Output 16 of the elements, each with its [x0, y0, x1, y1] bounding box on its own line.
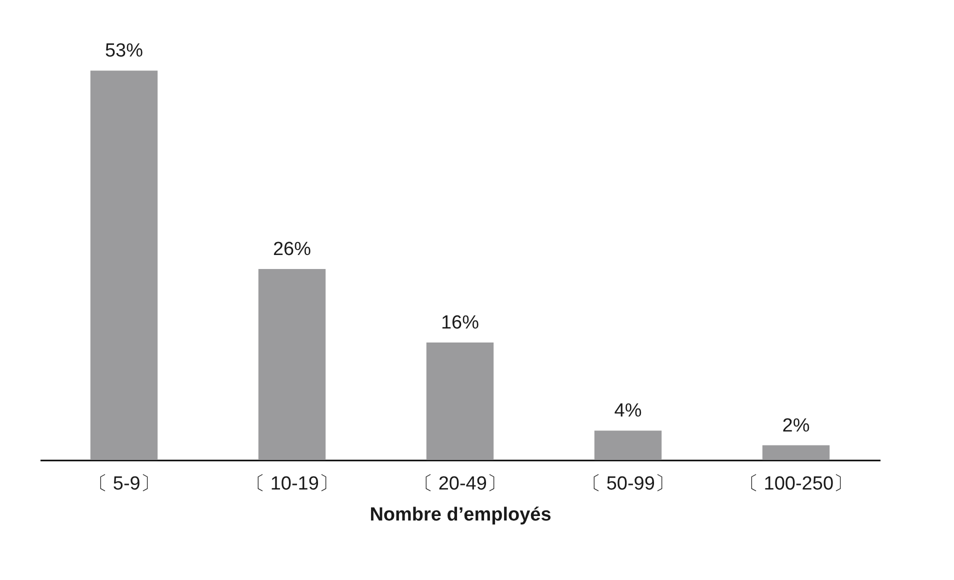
x-tick-label: 〔 50-99〕: [582, 474, 674, 494]
x-tick-label: 〔 20-49〕: [414, 474, 506, 494]
bar: [594, 430, 662, 460]
data-label: 26%: [272, 238, 312, 260]
x-tick-label: 〔 100-250〕: [739, 474, 853, 494]
x-tick-label: 〔 5-9〕: [88, 474, 160, 494]
data-label: 2%: [782, 415, 810, 436]
bar: [258, 268, 326, 460]
data-label: 53%: [104, 40, 144, 62]
data-label: 16%: [440, 312, 480, 334]
x-tick-label: 〔 10-19〕: [246, 474, 338, 494]
bar: [426, 342, 494, 460]
x-axis-title: Nombre d’employés: [370, 504, 552, 526]
data-label: 4%: [614, 400, 642, 422]
bar: [90, 70, 158, 460]
bar: [762, 445, 830, 460]
